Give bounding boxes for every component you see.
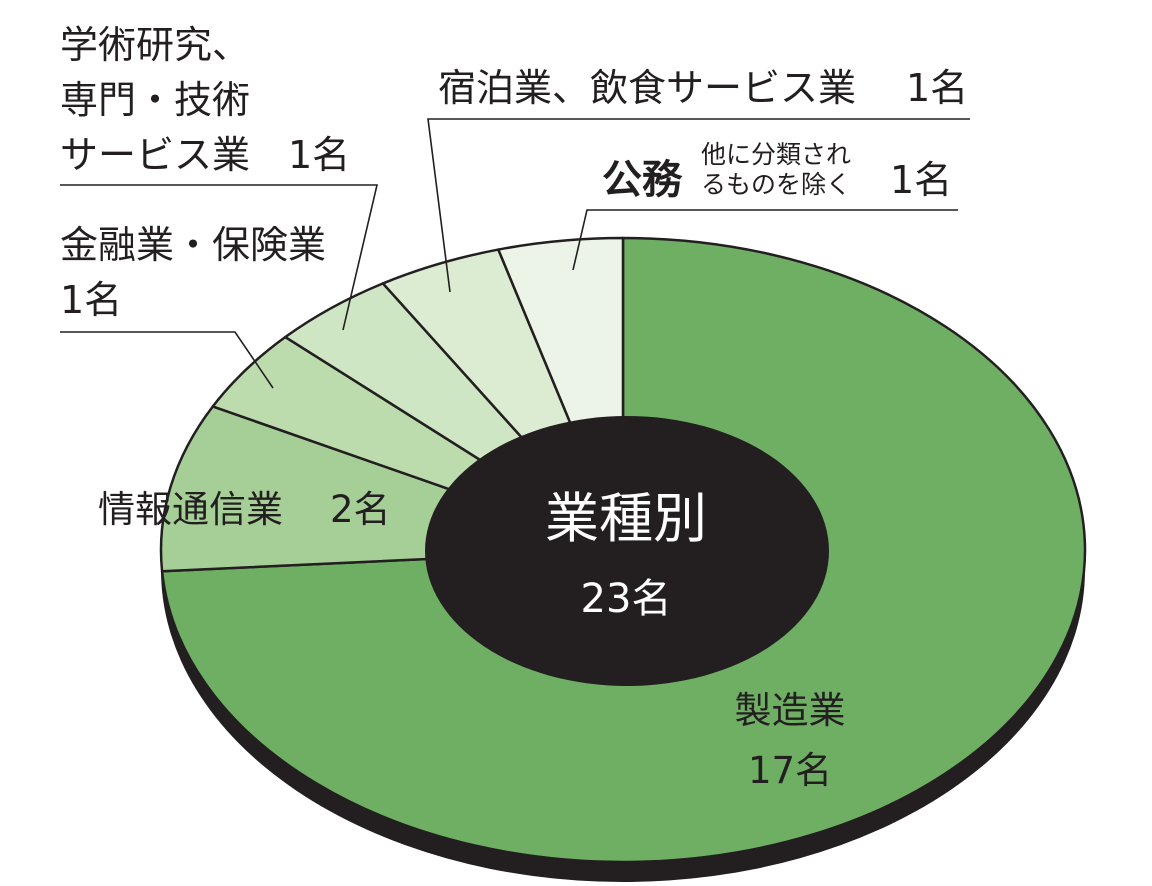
label-manufacturing-name: 製造業: [735, 689, 846, 732]
label-research-line3: サービス業 1名: [60, 133, 350, 177]
label-research-line1: 学術研究、: [60, 23, 250, 67]
label-hospitality: 宿泊業、飲食サービス業 1名: [438, 66, 968, 110]
center-title: 業種別: [545, 487, 707, 550]
leader-line-public: [572, 209, 958, 271]
label-ict-name: 情報通信業: [98, 488, 283, 531]
label-public-note-line2: るものを除く: [701, 170, 851, 199]
center-hole: [425, 416, 829, 686]
label-finance-name: 金融業・保険業: [60, 223, 326, 267]
center-total: 23名: [581, 576, 672, 622]
label-ict: 情報通信業 2名: [98, 488, 391, 531]
label-manufacturing-count: 17名: [748, 749, 832, 792]
label-finance-count: 1名: [60, 278, 122, 322]
label-research-line2: 専門・技術: [60, 78, 250, 122]
label-public-count: 1名: [890, 158, 952, 202]
label-research-name: サービス業: [60, 133, 250, 177]
label-hospitality-count: 1名: [906, 66, 968, 110]
label-hospitality-name: 宿泊業、飲食サービス業: [438, 66, 856, 110]
leader-line-hospitality: [427, 118, 970, 293]
leader-line-research: [60, 184, 379, 331]
label-public-name: 公務: [602, 157, 683, 203]
leader-line-finance: [60, 331, 274, 389]
label-public-note-line1: 他に分類され: [701, 140, 851, 169]
label-research-count: 1名: [288, 133, 350, 177]
label-ict-count: 2名: [330, 488, 391, 531]
